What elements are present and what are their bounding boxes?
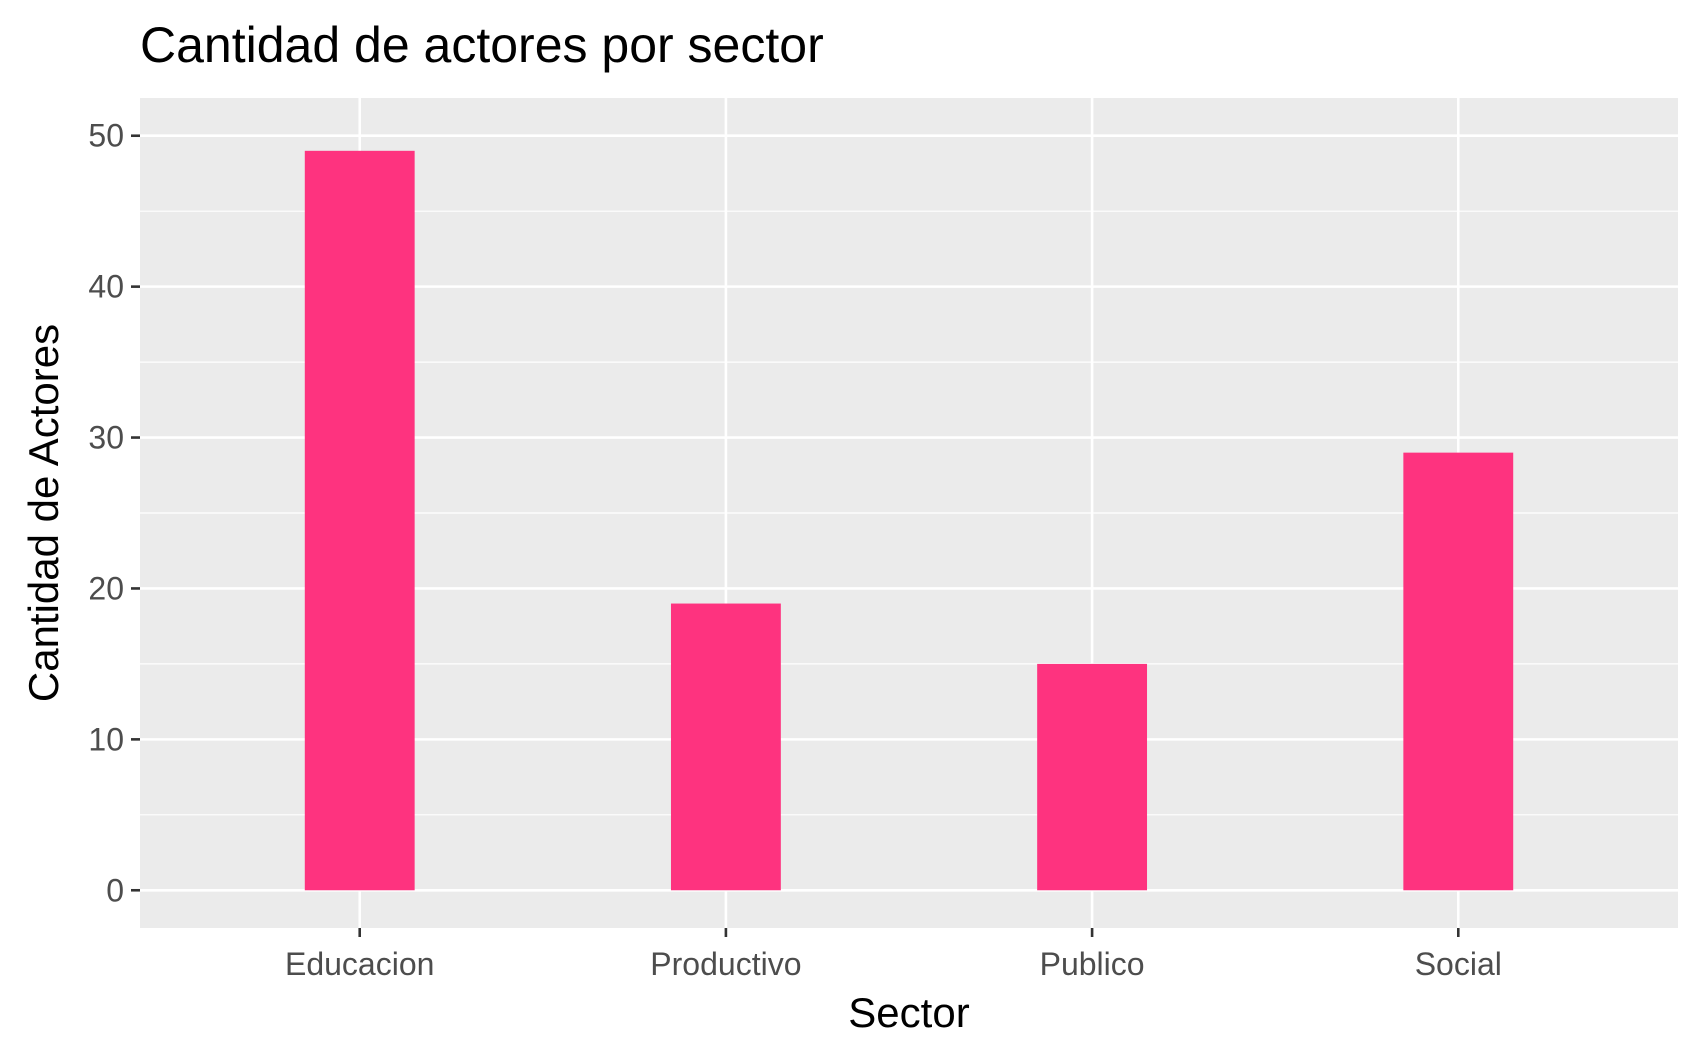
x-axis: Educacion Productivo Publico Social (285, 928, 1502, 982)
bar-social (1403, 452, 1514, 891)
y-axis: 0 10 20 30 40 50 (88, 118, 140, 908)
bar-publico (1037, 663, 1148, 891)
x-tick-label: Productivo (650, 946, 801, 982)
y-tick-label: 0 (106, 872, 124, 908)
x-tick-label: Educacion (285, 946, 434, 982)
x-tick-label: Social (1415, 946, 1502, 982)
y-tick-label: 30 (88, 420, 124, 456)
chart-title: Cantidad de actores por sector (140, 17, 824, 73)
y-tick-label: 40 (88, 269, 124, 305)
y-tick-label: 10 (88, 721, 124, 757)
y-tick-label: 20 (88, 570, 124, 606)
x-tick-label: Publico (1040, 946, 1145, 982)
bar-educacion (304, 150, 415, 891)
y-axis-title: Cantidad de Actores (20, 324, 67, 702)
bars (304, 150, 1514, 891)
x-axis-title: Sector (848, 989, 969, 1036)
bar-productivo (670, 603, 781, 891)
y-tick-label: 50 (88, 118, 124, 154)
